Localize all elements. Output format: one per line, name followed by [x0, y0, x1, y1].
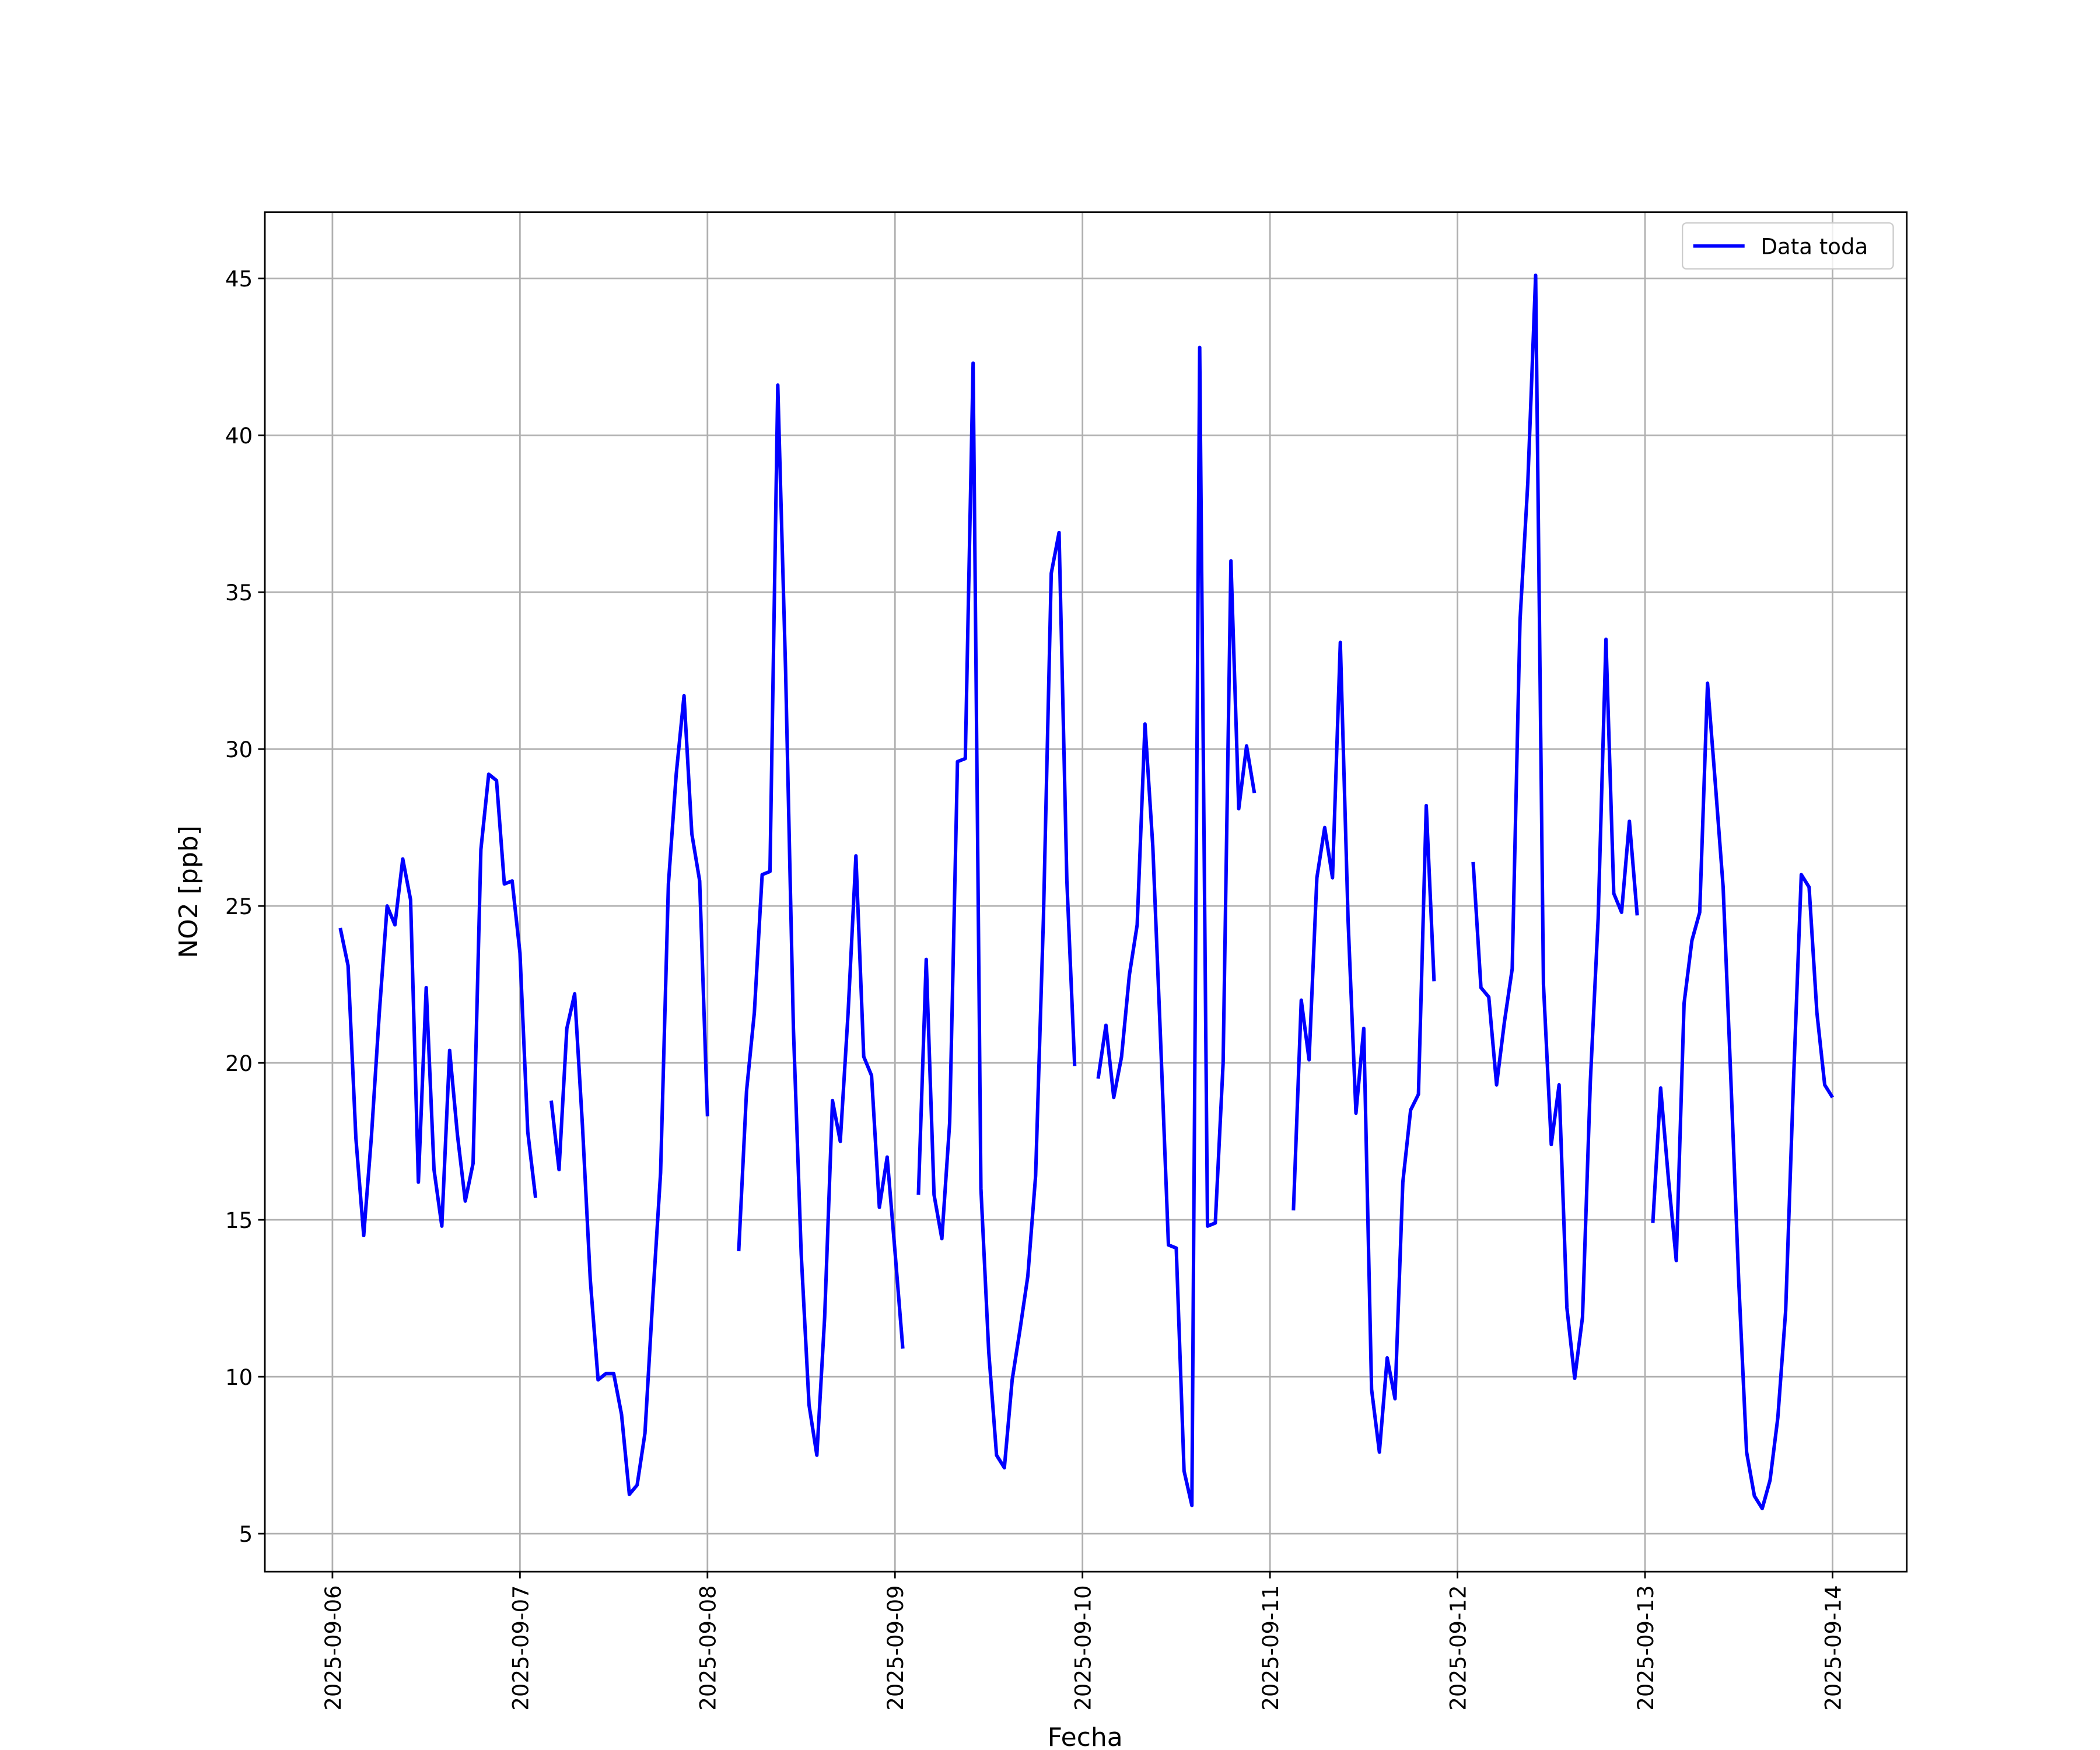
y-tick-label: 40 — [225, 424, 253, 449]
axes-frame — [264, 211, 1908, 1573]
y-tick-label: 15 — [225, 1208, 253, 1233]
y-tick-label: 10 — [225, 1365, 253, 1390]
x-tick-label: 2025-09-12 — [1446, 1585, 1471, 1710]
y-axis-label: NO2 [ppb] — [174, 825, 204, 958]
x-tick-label: 2025-09-09 — [883, 1585, 908, 1710]
grid — [265, 212, 1907, 1572]
x-tick-label: 2025-09-10 — [1071, 1585, 1096, 1710]
y-tick-label: 25 — [225, 894, 253, 919]
plot — [338, 273, 1835, 1511]
x-axis-label: Fecha — [1048, 1723, 1123, 1750]
x-tick-label: 2025-09-06 — [321, 1585, 346, 1710]
legend: Data toda — [1682, 222, 1894, 270]
data-line — [338, 273, 1835, 1511]
y-tick-label: 30 — [225, 737, 253, 762]
legend-box — [1682, 222, 1894, 270]
x-tick-label: 2025-09-07 — [508, 1585, 533, 1710]
x-tick-label: 2025-09-08 — [696, 1585, 721, 1710]
ticks: 5 10 15 20 25 30 35 40 45 2025-09-06 2025-09-07 202… — [225, 267, 1846, 1711]
y-tick-label: 35 — [225, 580, 253, 606]
legend-label: Data toda — [1761, 235, 1868, 260]
x-tick-label: 2025-09-13 — [1633, 1585, 1658, 1710]
y-tick-label: 5 — [239, 1522, 253, 1547]
y-tick-label: 20 — [225, 1051, 253, 1076]
x-tick-label: 2025-09-11 — [1258, 1585, 1283, 1710]
y-tick-label: 45 — [225, 267, 253, 292]
x-tick-label: 2025-09-14 — [1821, 1585, 1846, 1710]
